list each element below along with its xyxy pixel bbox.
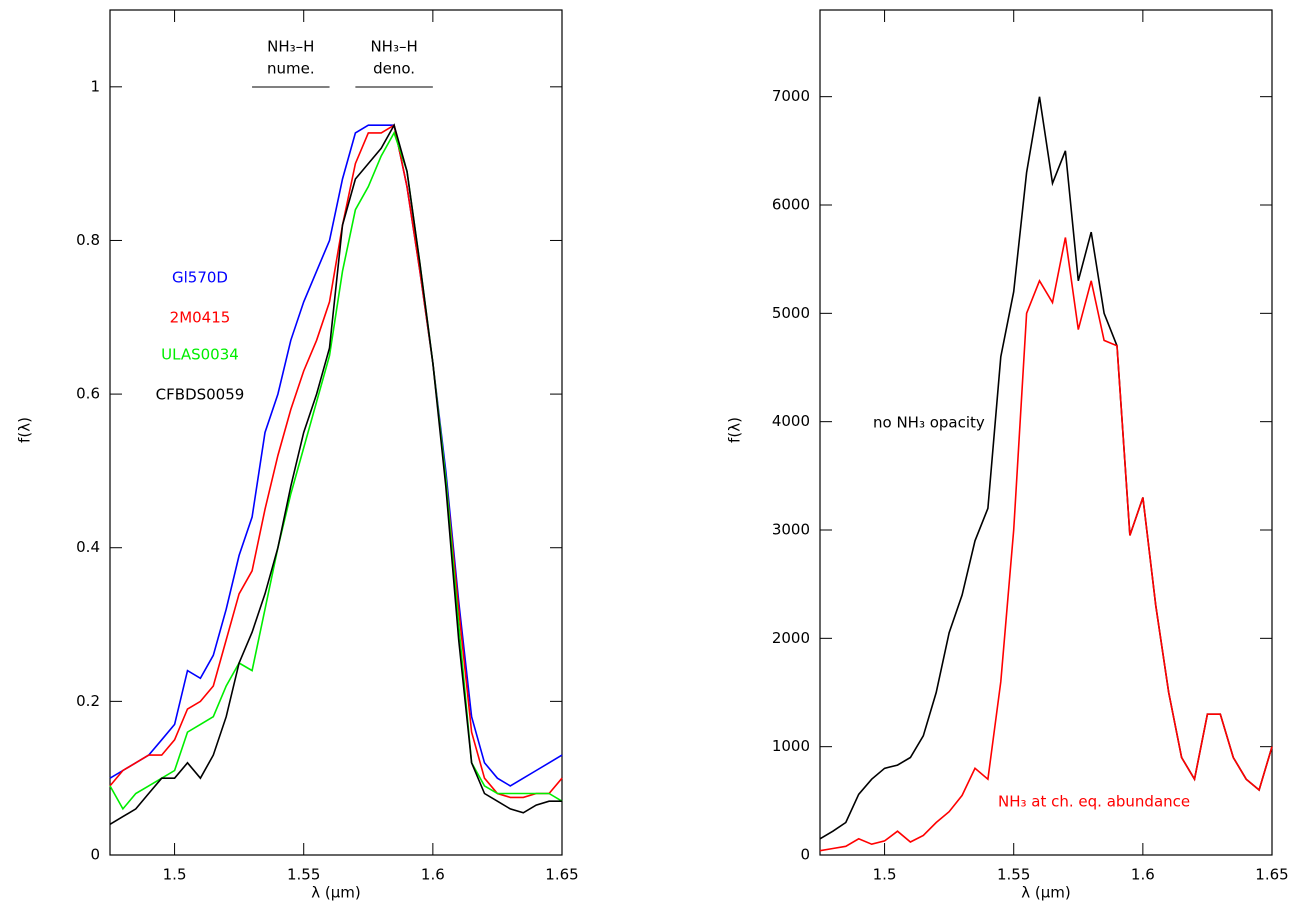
y-tick-label: 7000 [772,87,810,105]
annotation-title: NH₃–H [267,38,314,56]
y-tick-label: 4000 [772,412,810,430]
legend-entry: 2M0415 [170,309,231,327]
y-tick-label: 0.4 [76,538,100,556]
y-tick-label: 0 [90,846,100,864]
y-tick-label: 6000 [772,196,810,214]
x-axis-label: λ (μm) [311,884,361,902]
y-tick-label: 1000 [772,737,810,755]
y-axis-label: f(λ) [726,417,744,443]
x-tick-label: 1.6 [421,866,445,884]
y-tick-label: 3000 [772,521,810,539]
data-line [819,237,1273,852]
legend-entry: Gl570D [172,269,228,287]
y-tick-label: 5000 [772,304,810,322]
y-tick-label: 0 [800,846,810,864]
x-axis-label: λ (μm) [1021,884,1071,902]
y-tick-label: 0.6 [76,385,100,403]
plot-frame [819,9,1273,856]
x-tick-label: 1.5 [873,866,897,884]
y-tick-label: 2000 [772,629,810,647]
x-tick-label: 1.65 [1255,866,1288,884]
y-tick-label: 0.2 [76,692,100,710]
x-tick-label: 1.65 [545,866,578,884]
data-line [109,123,562,825]
x-tick-label: 1.55 [997,866,1030,884]
annotation-subtitle: deno. [373,60,415,78]
legend-entry: ULAS0034 [161,346,239,364]
x-tick-label: 1.6 [1131,866,1155,884]
legend-entry: NH₃ at ch. eq. abundance [998,793,1190,811]
legend-entry: no NH₃ opacity [873,414,985,432]
y-tick-label: 0.8 [76,231,100,249]
annotation-subtitle: nume. [267,60,315,78]
annotation-title: NH₃–H [370,38,417,56]
plot-frame [109,9,563,856]
legend-entry: CFBDS0059 [156,386,245,404]
x-tick-label: 1.55 [287,866,320,884]
y-tick-label: 1 [90,77,100,95]
x-tick-label: 1.5 [163,866,187,884]
data-line [109,130,563,811]
data-line [109,124,563,787]
data-line [109,123,563,799]
y-axis-label: f(λ) [16,417,34,443]
